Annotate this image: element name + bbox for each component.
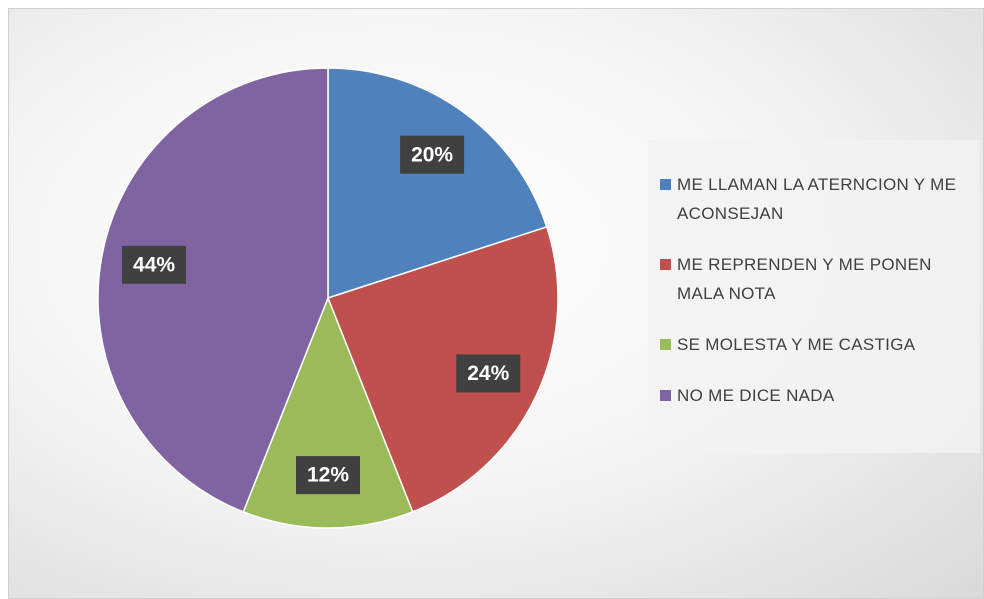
legend-label: NO ME DICE NADA xyxy=(677,386,835,405)
pie-slice xyxy=(242,295,414,529)
legend-item: ME REPRENDEN Y ME PONEN MALA NOTA xyxy=(660,250,972,308)
data-label-box xyxy=(122,245,187,284)
legend: ME LLAMAN LA ATERNCION Y ME ACONSEJAN ME … xyxy=(648,140,980,453)
pie-slice xyxy=(327,225,559,513)
legend-swatch xyxy=(660,179,671,190)
data-label-box xyxy=(400,135,465,174)
legend-swatch xyxy=(660,339,671,350)
legend-item: ME LLAMAN LA ATERNCION Y ME ACONSEJAN xyxy=(660,170,972,228)
legend-swatch xyxy=(660,390,671,401)
data-label-box xyxy=(296,456,360,495)
pie-slice xyxy=(327,67,548,300)
legend-item: NO ME DICE NADA xyxy=(660,381,972,410)
pie-slice xyxy=(97,67,329,513)
data-label: 12% xyxy=(307,464,349,487)
data-label: 20% xyxy=(411,143,453,166)
data-label: 24% xyxy=(467,362,509,385)
legend-label: SE MOLESTA Y ME CASTIGA xyxy=(677,335,916,354)
data-label: 44% xyxy=(133,253,175,276)
data-label-box xyxy=(456,354,521,393)
legend-label: ME REPRENDEN Y ME PONEN MALA NOTA xyxy=(677,255,932,303)
legend-label: ME LLAMAN LA ATERNCION Y ME ACONSEJAN xyxy=(677,175,957,223)
legend-swatch xyxy=(660,259,671,270)
legend-item: SE MOLESTA Y ME CASTIGA xyxy=(660,330,972,359)
